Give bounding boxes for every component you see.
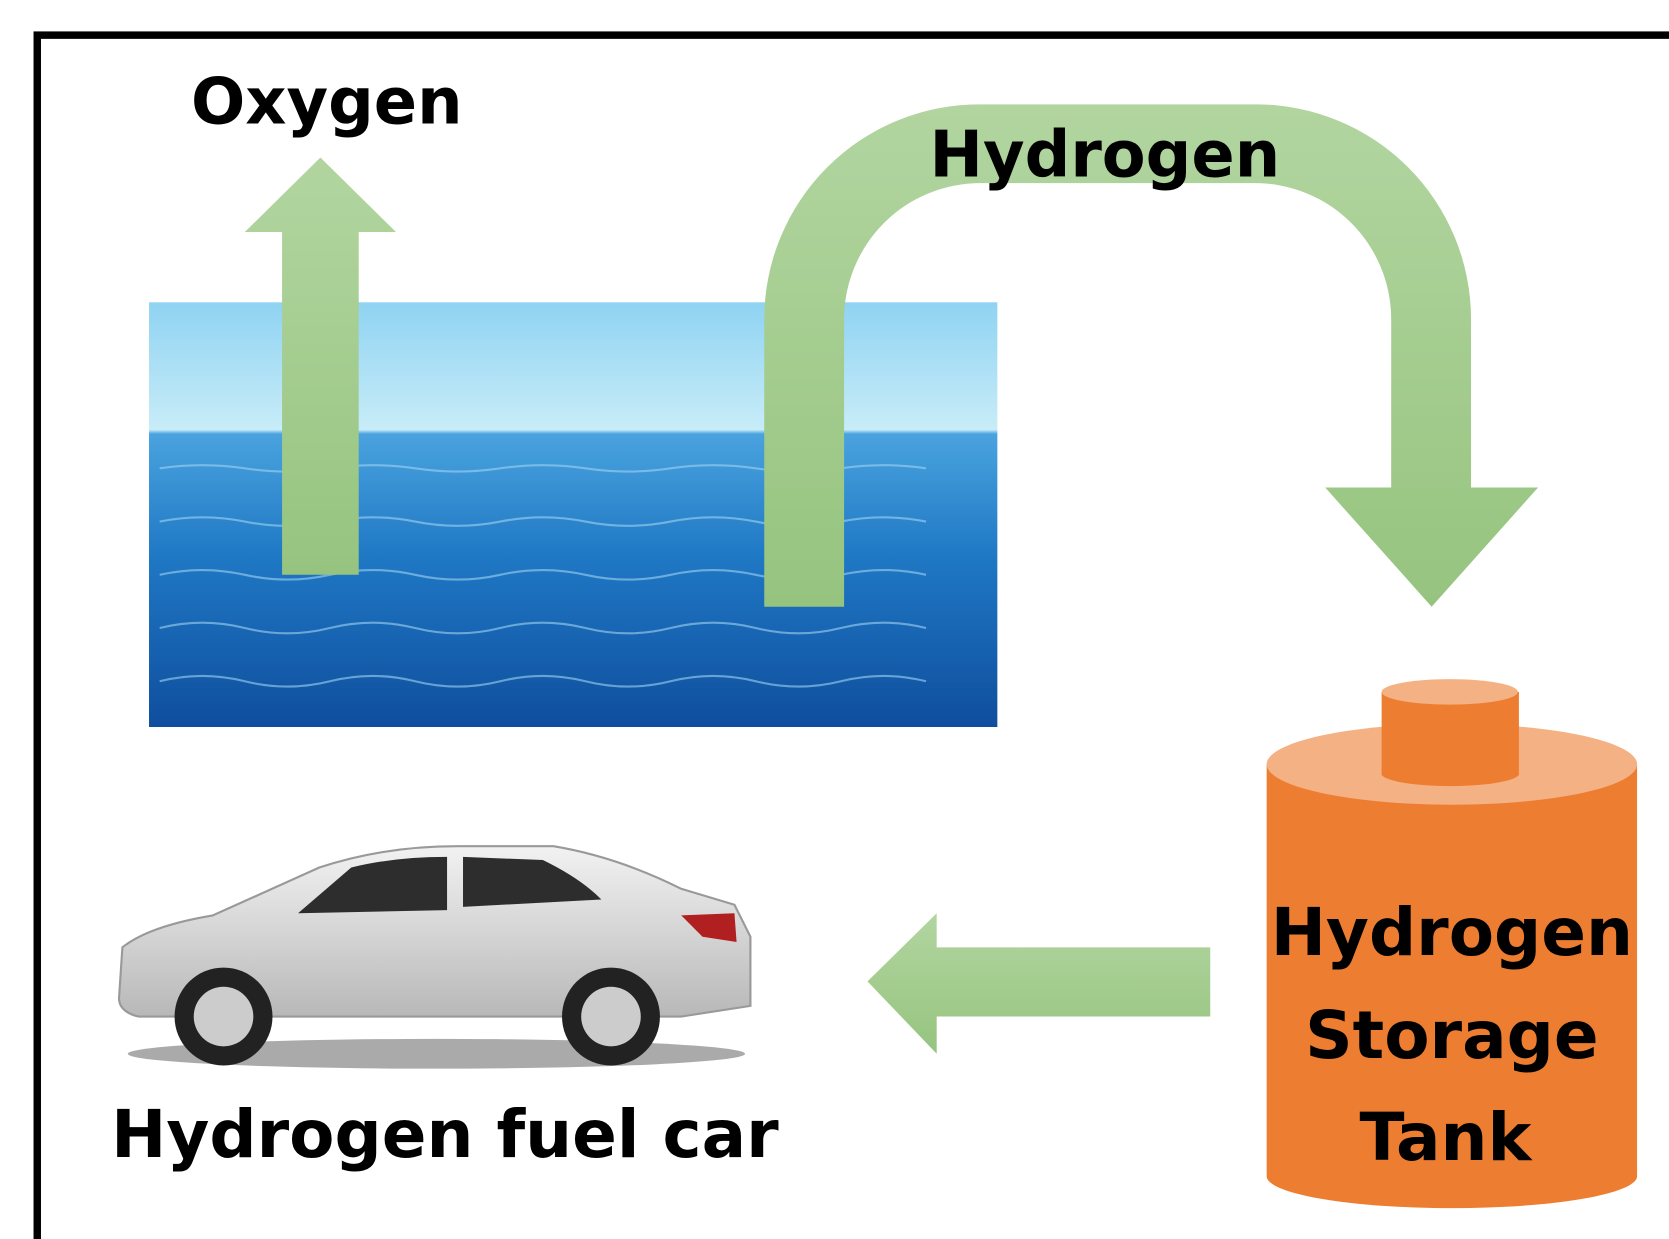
oxygen-label: Oxygen	[191, 65, 463, 139]
car-image	[117, 845, 752, 1069]
oxygen-arrow	[244, 157, 396, 575]
supply-arrow	[867, 913, 1211, 1054]
hydrogen-label: Hydrogen	[930, 119, 1281, 193]
tank-label-line: Hydrogen	[1271, 894, 1633, 971]
storage-tank	[1266, 679, 1638, 1209]
sea-image	[149, 302, 998, 728]
hydrogen-arrow	[764, 104, 1539, 607]
car-label: Hydrogen fuel car	[111, 1096, 779, 1173]
tank-label-line: Storage	[1305, 997, 1598, 1074]
tank-label-line: Tank	[1360, 1099, 1534, 1176]
frame	[33, 31, 1669, 1239]
